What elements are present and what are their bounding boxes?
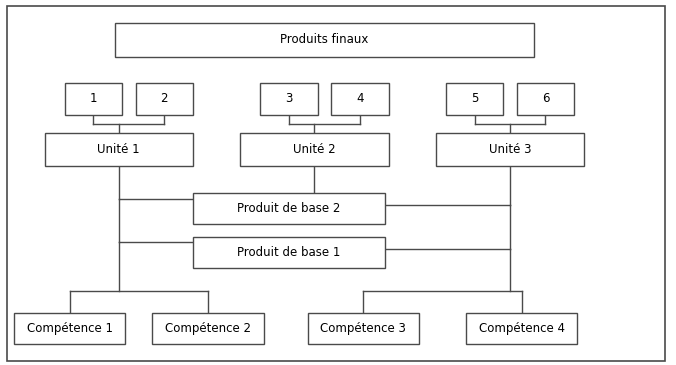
FancyBboxPatch shape xyxy=(116,23,533,57)
Text: 4: 4 xyxy=(356,92,364,105)
FancyBboxPatch shape xyxy=(240,134,389,166)
FancyBboxPatch shape xyxy=(65,82,122,115)
Text: Unité 1: Unité 1 xyxy=(97,143,140,156)
Text: Compétence 4: Compétence 4 xyxy=(479,322,565,335)
Text: Unité 3: Unité 3 xyxy=(489,143,531,156)
FancyBboxPatch shape xyxy=(14,314,126,344)
FancyBboxPatch shape xyxy=(331,82,389,115)
Text: 1: 1 xyxy=(90,92,97,105)
Text: 2: 2 xyxy=(160,92,168,105)
FancyBboxPatch shape xyxy=(153,314,264,344)
FancyBboxPatch shape xyxy=(446,82,503,115)
FancyBboxPatch shape xyxy=(193,237,385,268)
FancyBboxPatch shape xyxy=(45,134,193,166)
FancyBboxPatch shape xyxy=(516,82,574,115)
FancyBboxPatch shape xyxy=(136,82,193,115)
Text: Unité 2: Unité 2 xyxy=(293,143,336,156)
Text: Compétence 2: Compétence 2 xyxy=(165,322,251,335)
FancyBboxPatch shape xyxy=(466,314,577,344)
Text: Compétence 3: Compétence 3 xyxy=(320,322,406,335)
FancyBboxPatch shape xyxy=(308,314,419,344)
Text: 5: 5 xyxy=(471,92,479,105)
Text: 6: 6 xyxy=(541,92,549,105)
Text: Produits finaux: Produits finaux xyxy=(281,33,368,46)
Text: 3: 3 xyxy=(285,92,293,105)
Text: Compétence 1: Compétence 1 xyxy=(27,322,113,335)
Text: Produit de base 1: Produit de base 1 xyxy=(237,246,341,259)
FancyBboxPatch shape xyxy=(260,82,318,115)
FancyBboxPatch shape xyxy=(193,193,385,224)
FancyBboxPatch shape xyxy=(436,134,584,166)
Text: Produit de base 2: Produit de base 2 xyxy=(237,202,341,215)
